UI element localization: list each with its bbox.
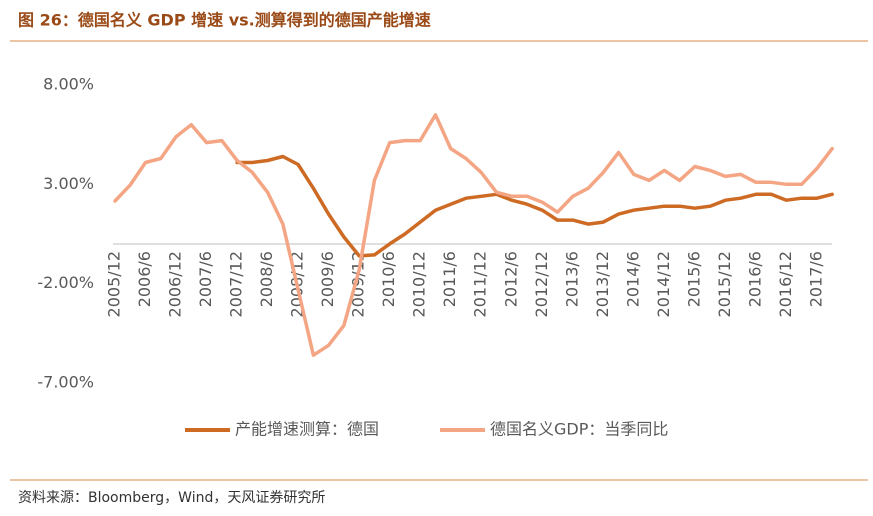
x-tick-label: 2013/6 [562, 251, 581, 307]
x-tick-label: 2013/12 [593, 251, 612, 317]
x-tick-label: 2007/6 [196, 251, 215, 307]
chart-title: 图 26：德国名义 GDP 增速 vs.测算得到的德国产能增速 [18, 11, 431, 30]
x-tick-label: 2016/6 [745, 251, 764, 307]
series-line [235, 154, 834, 258]
x-tick-label: 2006/12 [166, 251, 185, 317]
y-tick-label: -2.00% [37, 273, 94, 292]
x-tick-label: 2011/6 [440, 251, 459, 307]
x-tick-label: 2014/12 [654, 251, 673, 317]
x-tick-label: 2015/6 [684, 251, 703, 307]
x-tick-label: 2010/12 [410, 251, 429, 317]
x-tick-label: 2015/12 [715, 251, 734, 317]
legend-label: 产能增速测算：德国 [235, 420, 379, 439]
x-tick-label: 2011/12 [471, 251, 490, 317]
y-tick-label: 3.00% [43, 174, 94, 193]
y-tick-label: -7.00% [37, 373, 94, 392]
x-tick-label: 2017/6 [806, 251, 825, 307]
x-tick-label: 2012/6 [501, 251, 520, 307]
x-tick-label: 2005/12 [105, 251, 124, 317]
y-tick-label: 8.00% [43, 75, 94, 94]
legend-label: 德国名义GDP：当季同比 [490, 420, 668, 439]
x-tick-label: 2010/6 [379, 251, 398, 307]
x-tick-label: 2007/12 [227, 251, 246, 317]
series-line [113, 113, 834, 357]
x-tick-label: 2008/6 [257, 251, 276, 307]
x-tick-label: 2009/6 [318, 251, 337, 307]
source-note: 资料来源：Bloomberg，Wind，天风证券研究所 [18, 490, 325, 506]
x-tick-label: 2009/12 [349, 251, 368, 317]
x-tick-label: 2016/12 [776, 251, 795, 317]
x-tick-label: 2006/6 [135, 251, 154, 307]
x-tick-label: 2012/12 [532, 251, 551, 317]
x-tick-label: 2014/6 [623, 251, 642, 307]
